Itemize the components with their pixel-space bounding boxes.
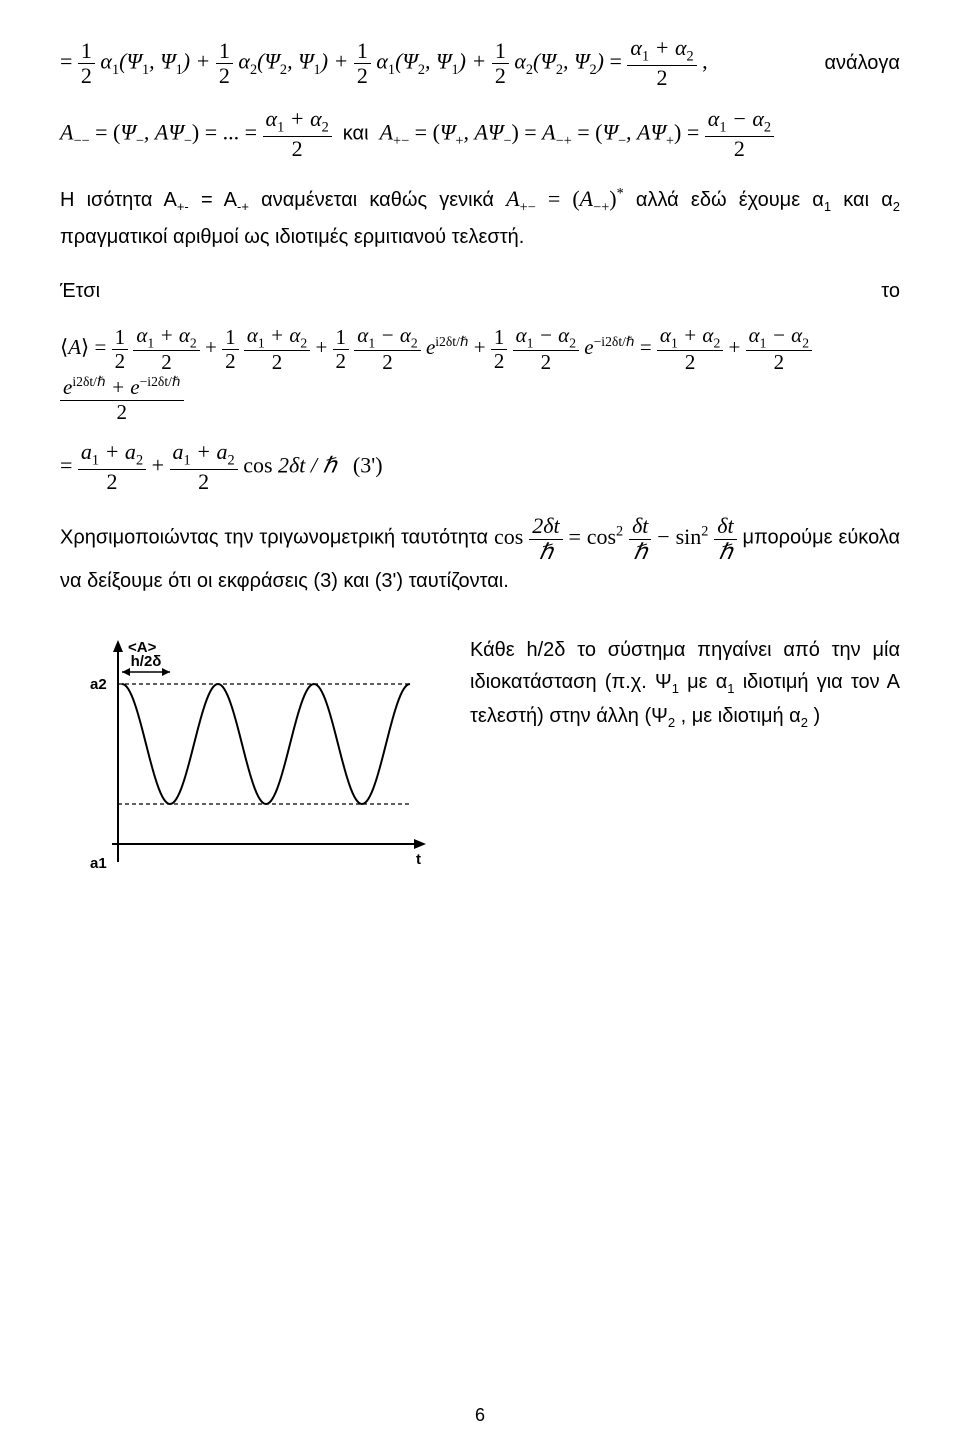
eq1-trail: ανάλογα — [824, 46, 900, 80]
svg-text:a1: a1 — [90, 855, 107, 872]
page-number: 6 — [0, 1405, 960, 1426]
equation-1: = 12 α1(Ψ1, Ψ1) + 12 α2(Ψ2, Ψ1) + 12 α1(… — [60, 36, 900, 91]
svg-text:t: t — [416, 851, 421, 868]
paragraph-1: Η ισότητα Α+- = Α-+ αναμένεται καθώς γεν… — [60, 181, 900, 254]
p1-eq: A+− = (A−+)* — [506, 186, 624, 211]
figure-row: h/2δ<A>a2a1t Κάθε h/2δ το σύστημα πηγαίν… — [60, 634, 900, 894]
eq3-tag: (3') — [353, 452, 383, 477]
equation-2: A−− = (Ψ−, AΨ−) = ... = α1 + α22 και A+−… — [60, 107, 900, 162]
page: = 12 α1(Ψ1, Ψ1) + 12 α2(Ψ2, Ψ1) + 12 α1(… — [0, 0, 960, 1444]
svg-text:a2: a2 — [90, 676, 107, 693]
etsi-row: Έτσι το — [60, 274, 900, 308]
cap-d: , με ιδιοτιμή α — [681, 705, 801, 727]
eq1-lhs: = 12 α1(Ψ1, Ψ1) + 12 α2(Ψ2, Ψ1) + 12 α1(… — [60, 36, 708, 91]
cap-e: ) — [814, 705, 821, 727]
figure-caption: Κάθε h/2δ το σύστημα πηγαίνει από την μί… — [440, 634, 900, 894]
svg-text:<A>: <A> — [128, 639, 157, 656]
p1-s1: +- — [177, 199, 189, 214]
p1-s4: 2 — [893, 199, 900, 214]
p2-a: Χρησιμοποιώντας την τριγωνομετρική ταυτό… — [60, 527, 494, 549]
figure: h/2δ<A>a2a1t — [60, 634, 440, 894]
paragraph-2: Χρησιμοποιώντας την τριγωνομετρική ταυτό… — [60, 514, 900, 597]
p1-c: αναμένεται καθώς γενικά — [261, 189, 506, 211]
kai: και — [343, 122, 369, 144]
p1-b: = Α — [201, 189, 237, 211]
cap-s2: 1 — [727, 681, 734, 696]
cap-b: με α — [687, 671, 727, 693]
p1-s2: -+ — [237, 199, 249, 214]
p1-a: Η ισότητα Α — [60, 189, 177, 211]
to: το — [881, 274, 900, 308]
p1-d: αλλά εδώ έχουμε α — [636, 189, 824, 211]
cap-s1: 1 — [672, 681, 679, 696]
p1-s3: 1 — [824, 199, 831, 214]
equation-3-line2: = a1 + a22 + a1 + a22 cos 2δt / ℏ (3') — [60, 440, 900, 495]
cap-s4: 2 — [801, 715, 808, 730]
p1-e: και α — [843, 189, 893, 211]
wave-plot: h/2δ<A>a2a1t — [60, 634, 440, 894]
cap-s3: 2 — [668, 715, 675, 730]
equation-3-line1: ⟨A⟩ = 12 α1 + α22 + 12 α1 + α22 + 12 α1 … — [60, 324, 900, 424]
p2-eq: cos 2δtℏ = cos2 δtℏ − sin2 δtℏ — [494, 524, 742, 549]
etsi: Έτσι — [60, 274, 100, 308]
p1-f: πραγματικοί αριθμοί ως ιδιοτιμές ερμιτια… — [60, 226, 524, 248]
